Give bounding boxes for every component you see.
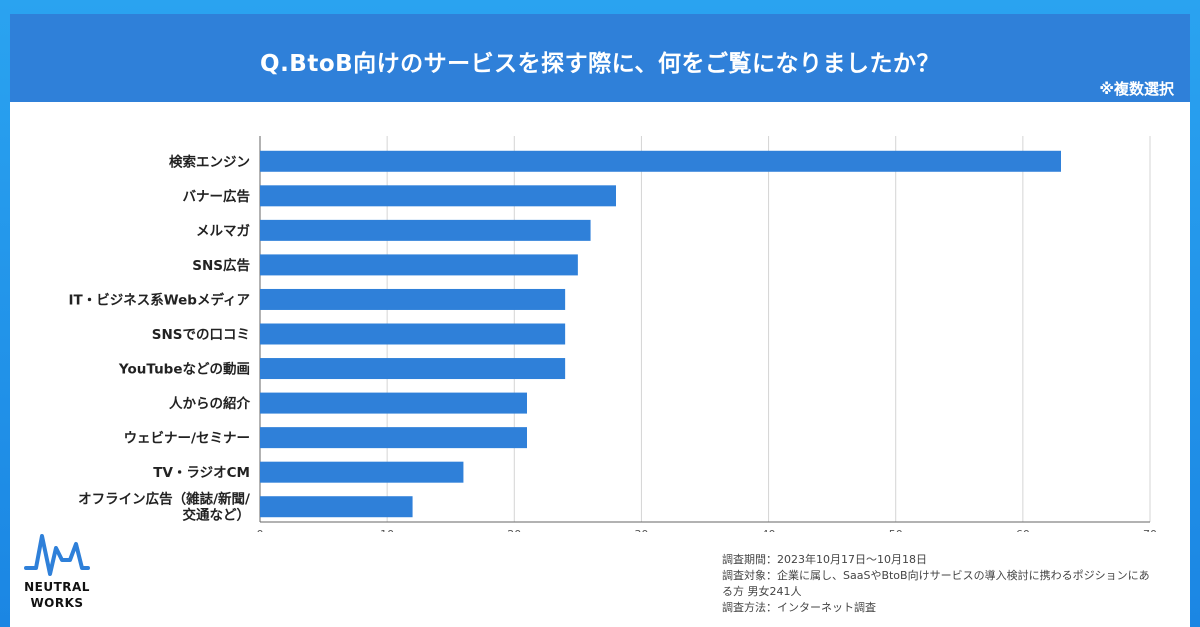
x-tick-label: 0: [257, 528, 264, 532]
x-tick-label: 30: [634, 528, 648, 532]
category-label: YouTubeなどの動画: [118, 361, 250, 378]
category-label: オフライン広告（雑誌/新聞/: [78, 491, 250, 508]
multiple-choice-note: ※複数選択: [1099, 80, 1174, 98]
category-label: TV・ラジオCM: [153, 465, 250, 481]
bar: [260, 254, 578, 276]
waveform-icon: [24, 534, 90, 576]
survey-target-line2: る方 男女241人: [722, 585, 802, 598]
header-banner: Q.BtoB向けのサービスを探す際に、何をご覧になりましたか？ ※複数選択: [10, 14, 1190, 102]
survey-method: 調査方法：インターネット調査: [722, 601, 876, 614]
category-label: メルマガ: [196, 223, 250, 239]
bar: [260, 150, 1061, 172]
bar: [260, 392, 527, 414]
page-title: Q.BtoB向けのサービスを探す際に、何をご覧になりましたか？: [260, 51, 940, 77]
bar: [260, 427, 527, 449]
neutral-works-logo: NEUTRAL WORKS: [22, 530, 92, 620]
category-label: 人からの紹介: [169, 395, 250, 412]
bar: [260, 185, 616, 207]
x-tick-label: 60: [1016, 528, 1030, 532]
category-label: IT・ビジネス系Webメディア: [68, 291, 250, 308]
x-tick-label: 40: [762, 528, 776, 532]
category-label: 交通など）: [183, 507, 251, 524]
bar: [260, 323, 566, 345]
logo-text-line1: NEUTRAL: [24, 580, 90, 594]
bar: [260, 358, 566, 380]
category-label: 検索エンジン: [169, 153, 250, 170]
bar: [260, 288, 566, 310]
category-label: バナー広告: [183, 188, 251, 205]
category-label: SNSでの口コミ: [152, 327, 250, 343]
category-label: ウェビナー/セミナー: [124, 431, 250, 447]
bar: [260, 219, 591, 241]
bar: [260, 496, 413, 518]
x-tick-label: 70: [1143, 528, 1157, 532]
logo-text-line2: WORKS: [30, 596, 84, 610]
survey-period: 調査期間：2023年10月17日〜10月18日: [722, 553, 927, 566]
survey-target-line1: 調査対象：企業に属し、SaaSやBtoB向けサービスの導入検討に携わるポジション…: [722, 569, 1150, 582]
survey-notes: 調査期間：2023年10月17日〜10月18日 調査対象：企業に属し、SaaSや…: [722, 552, 1192, 616]
category-label: SNS広告: [192, 257, 250, 274]
bar: [260, 461, 464, 483]
x-tick-label: 20: [507, 528, 521, 532]
x-tick-label: 50: [889, 528, 903, 532]
x-tick-label: 10: [380, 528, 394, 532]
